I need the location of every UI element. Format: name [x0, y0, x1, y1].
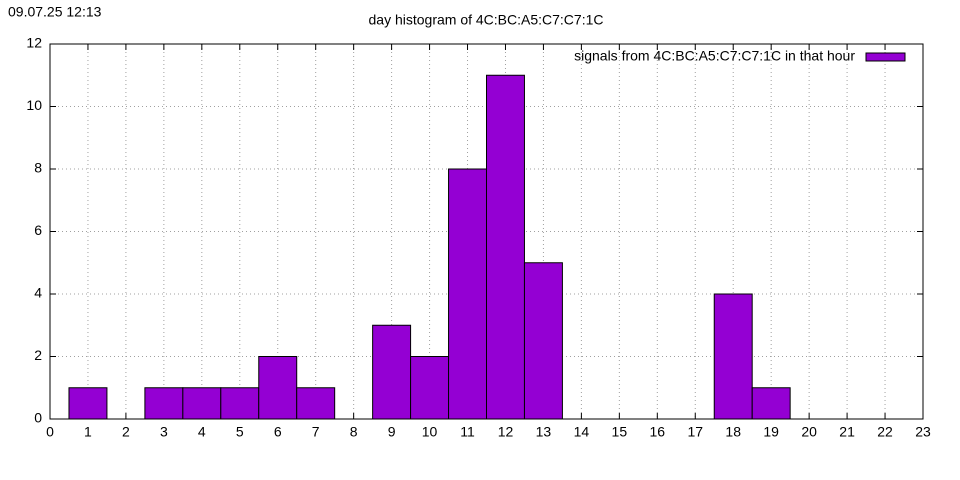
bar	[713, 293, 753, 420]
x-tick-label: 8	[350, 424, 358, 440]
bar	[68, 387, 108, 420]
x-tick-label: 2	[122, 424, 130, 440]
bar	[372, 324, 412, 420]
x-tick-label: 15	[612, 424, 628, 440]
bar	[448, 168, 488, 420]
x-tick-label: 5	[236, 424, 244, 440]
y-tick-label: 8	[34, 160, 42, 176]
plot-border	[49, 43, 924, 420]
x-tick-label: 1	[84, 424, 92, 440]
x-tick-label: 17	[687, 424, 703, 440]
x-tick-label: 7	[312, 424, 320, 440]
x-tick-label: 0	[46, 424, 54, 440]
legend-swatch	[865, 52, 906, 62]
x-tick-label: 13	[536, 424, 552, 440]
x-tick-label: 19	[763, 424, 779, 440]
x-tick-label: 16	[650, 424, 666, 440]
x-tick-label: 12	[498, 424, 514, 440]
bar	[144, 387, 184, 420]
bar	[751, 387, 791, 420]
y-tick-label: 10	[26, 97, 42, 113]
timestamp: 09.07.25 12:13	[8, 4, 102, 20]
x-tick-label: 18	[725, 424, 741, 440]
x-tick-label: 22	[877, 424, 893, 440]
x-tick-label: 6	[274, 424, 282, 440]
bar	[523, 262, 563, 420]
x-tick-label: 21	[839, 424, 855, 440]
y-tick-label: 2	[34, 347, 42, 363]
y-tick-label: 6	[34, 222, 42, 238]
bar	[486, 74, 525, 420]
y-tick-label: 12	[26, 35, 42, 51]
bar	[258, 356, 298, 420]
x-tick-label: 10	[422, 424, 438, 440]
bar	[296, 387, 336, 420]
x-tick-label: 3	[160, 424, 168, 440]
x-tick-label: 9	[388, 424, 396, 440]
legend-label: signals from 4C:BC:A5:C7:C7:1C in that h…	[574, 48, 855, 64]
x-tick-label: 11	[460, 424, 475, 440]
bar	[182, 387, 222, 420]
chart-title: day histogram of 4C:BC:A5:C7:C7:1C	[369, 12, 604, 28]
bar	[220, 387, 260, 420]
y-tick-label: 4	[34, 285, 42, 301]
y-tick-label: 0	[34, 410, 42, 426]
x-tick-label: 14	[574, 424, 590, 440]
bar	[410, 356, 450, 420]
x-tick-label: 23	[915, 424, 931, 440]
x-tick-label: 20	[801, 424, 817, 440]
x-tick-label: 4	[198, 424, 206, 440]
